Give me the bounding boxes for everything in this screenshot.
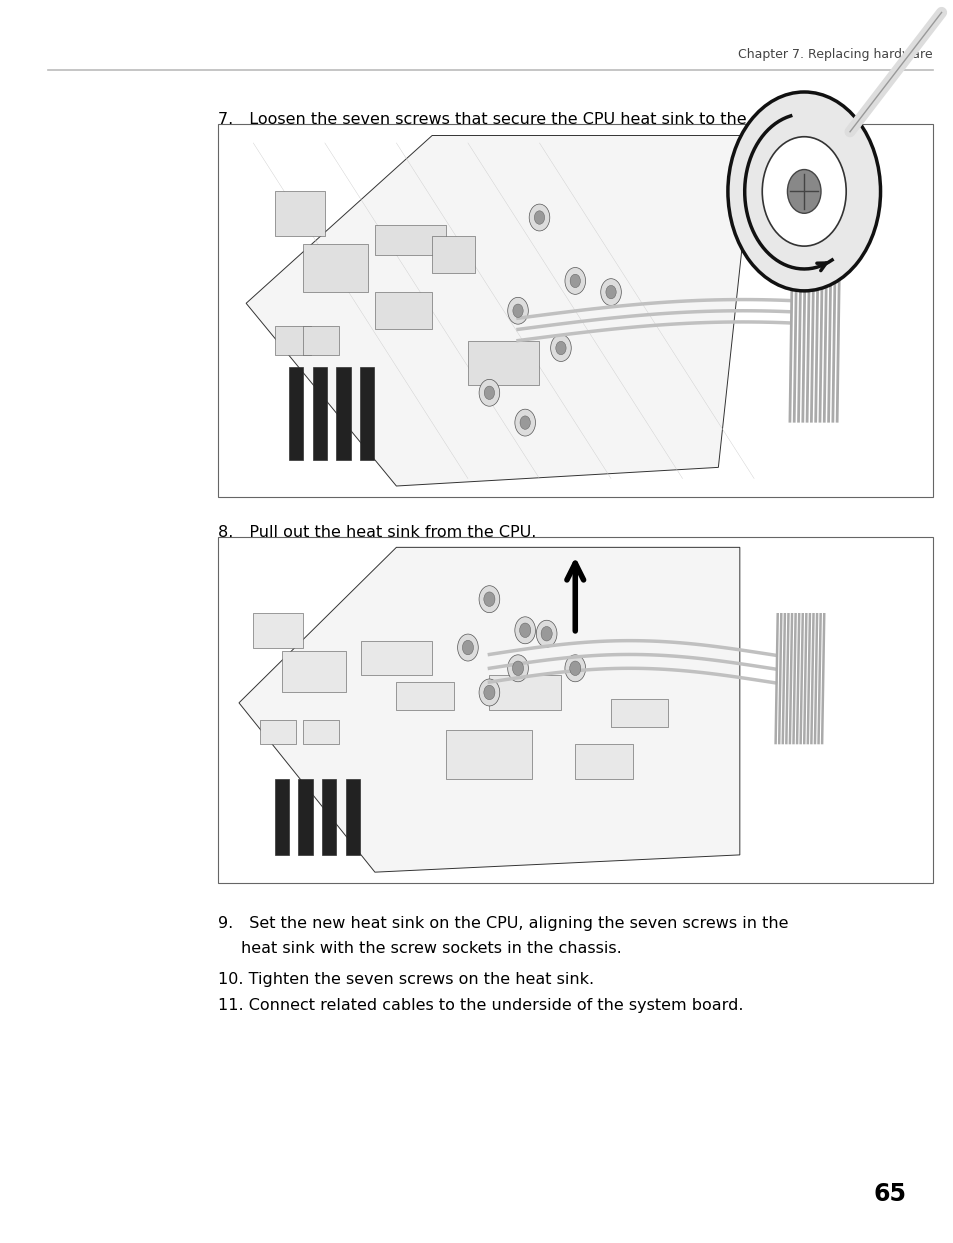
Circle shape — [484, 387, 494, 399]
Bar — [274, 191, 324, 236]
Circle shape — [570, 275, 579, 287]
Bar — [253, 613, 303, 648]
Circle shape — [727, 92, 880, 291]
Bar — [274, 779, 289, 855]
Text: 9. Set the new heat sink on the CPU, aligning the seven screws in the: 9. Set the new heat sink on the CPU, ali… — [217, 916, 787, 931]
Circle shape — [564, 655, 585, 681]
Bar — [345, 779, 359, 855]
Bar — [359, 367, 374, 460]
Bar — [396, 682, 454, 710]
Circle shape — [478, 679, 499, 706]
Bar — [611, 700, 668, 727]
Text: 7. Loosen the seven screws that secure the CPU heat sink to the chassis.: 7. Loosen the seven screws that secure t… — [217, 112, 814, 127]
Circle shape — [457, 634, 477, 661]
Circle shape — [478, 379, 499, 406]
Circle shape — [483, 685, 495, 700]
Bar — [335, 367, 351, 460]
Bar — [467, 341, 538, 385]
Bar — [274, 326, 311, 355]
Bar — [575, 745, 632, 779]
Text: heat sink with the screw sockets in the chassis.: heat sink with the screw sockets in the … — [241, 941, 621, 956]
Circle shape — [529, 204, 549, 231]
Circle shape — [536, 620, 557, 648]
Bar — [446, 731, 532, 779]
Circle shape — [515, 409, 535, 436]
Polygon shape — [246, 135, 753, 486]
Text: 65: 65 — [872, 1182, 905, 1206]
Bar — [432, 236, 475, 273]
Circle shape — [564, 267, 585, 295]
Circle shape — [605, 286, 616, 298]
Circle shape — [540, 626, 552, 641]
Circle shape — [534, 211, 544, 224]
Bar — [281, 651, 346, 692]
Bar — [303, 244, 367, 292]
Text: 8. Pull out the heat sink from the CPU.: 8. Pull out the heat sink from the CPU. — [217, 525, 536, 539]
Circle shape — [462, 640, 473, 655]
Bar — [260, 720, 295, 745]
Bar — [289, 367, 303, 460]
Circle shape — [519, 416, 530, 429]
Circle shape — [478, 585, 499, 613]
Bar — [217, 537, 932, 883]
Circle shape — [512, 661, 523, 675]
Circle shape — [550, 334, 571, 362]
Circle shape — [519, 623, 530, 638]
Text: 10. Tighten the seven screws on the heat sink.: 10. Tighten the seven screws on the heat… — [217, 972, 593, 987]
Bar — [375, 225, 446, 255]
Circle shape — [761, 137, 845, 246]
Circle shape — [513, 305, 522, 317]
Circle shape — [507, 297, 528, 324]
Bar — [321, 779, 335, 855]
Circle shape — [507, 655, 528, 681]
Text: Chapter 7. Replacing hardware: Chapter 7. Replacing hardware — [738, 48, 932, 61]
Bar — [313, 367, 327, 460]
Circle shape — [569, 661, 580, 675]
Bar — [298, 779, 313, 855]
Circle shape — [556, 342, 565, 354]
Bar — [303, 326, 339, 355]
Bar — [489, 675, 560, 710]
Circle shape — [483, 592, 495, 607]
Bar — [303, 720, 339, 745]
Bar — [360, 640, 432, 675]
Polygon shape — [238, 547, 740, 873]
Bar — [217, 124, 932, 497]
Circle shape — [515, 617, 535, 644]
Circle shape — [600, 278, 620, 306]
Text: 11. Connect related cables to the underside of the system board.: 11. Connect related cables to the unders… — [217, 998, 742, 1013]
Bar — [375, 292, 432, 329]
Circle shape — [786, 169, 821, 214]
